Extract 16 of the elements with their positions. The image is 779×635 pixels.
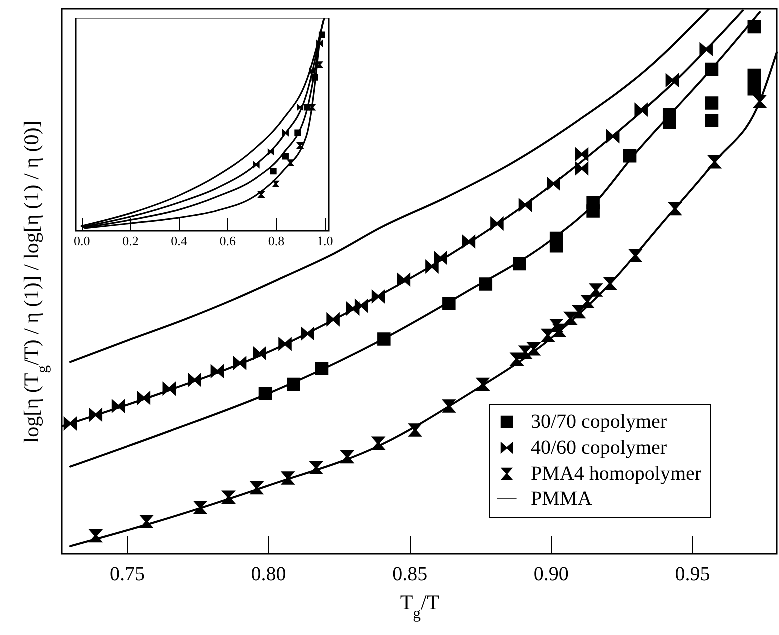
x-tick-label: 0.2 (122, 234, 139, 248)
legend-label: 30/70 copolymer (531, 411, 668, 433)
x-tick-label: 0.95 (675, 564, 710, 586)
x-tick-label: 0.75 (110, 564, 145, 586)
legend-label: PMA4 homopolymer (531, 463, 702, 485)
x-tick-label: 0.85 (392, 564, 428, 586)
x-tick-label: 0.80 (251, 564, 286, 586)
legend-label: 40/60 copolymer (531, 437, 668, 459)
x-tick-label: 0.0 (74, 234, 90, 248)
x-axis-title: T$_{g}$/T (400, 590, 440, 622)
x-tick-label: 0.8 (268, 234, 285, 248)
x-tick-label: 0.90 (534, 564, 569, 586)
legend-label: PMMA (531, 488, 593, 510)
x-tick-label: 1.0 (317, 234, 334, 248)
x-tick-label: 0.4 (171, 234, 188, 248)
x-tick-label: 0.6 (220, 234, 237, 248)
